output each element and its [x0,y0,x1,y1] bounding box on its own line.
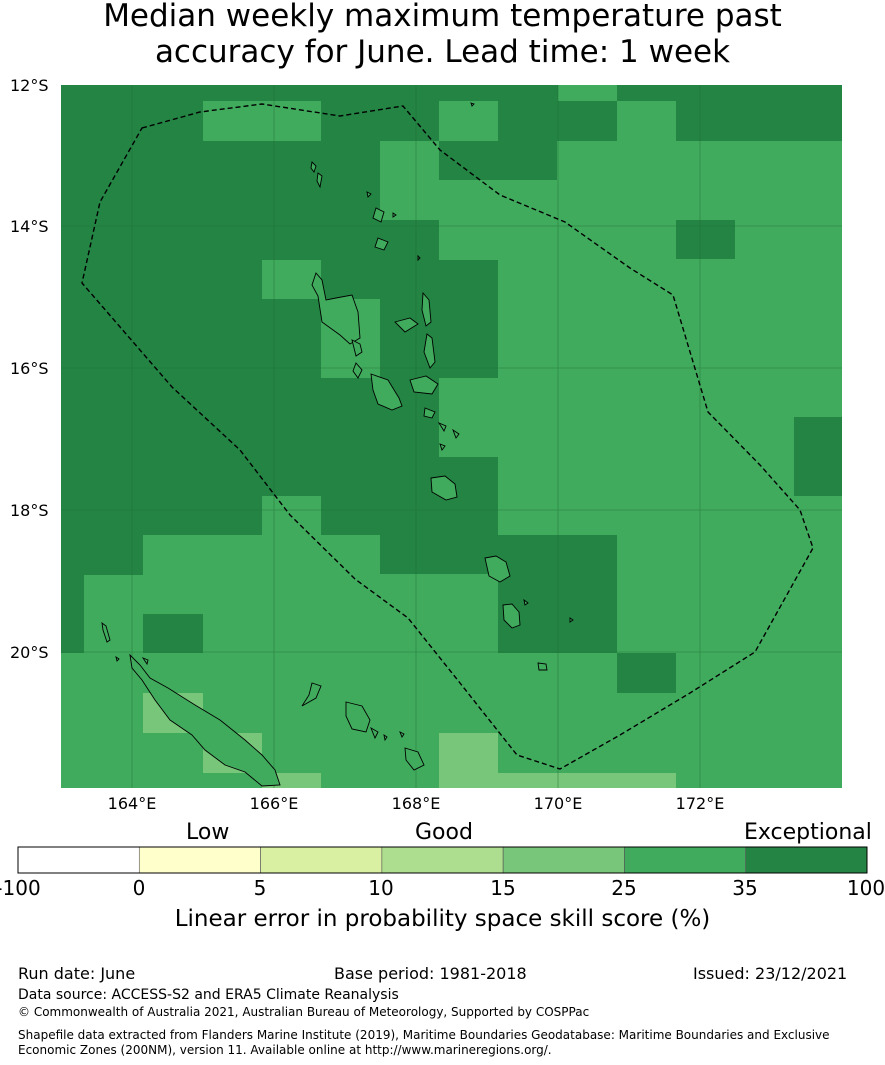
lat-label-12s: 12°S [10,76,49,95]
island-coastlines [101,102,574,787]
issued-date: Issued: 23/12/2021 [693,964,848,983]
lon-label-166e: 166°E [249,794,299,813]
colorbar-category-good: Good [415,820,473,845]
map-title-line-1: Median weekly maximum temperature past [103,0,782,34]
colorbar-tick-label: 5 [253,876,267,900]
eez-boundary [81,103,814,770]
colorbar-tick-label: 10 [368,876,394,900]
colorbar-title: Linear error in probability space skill … [174,906,711,932]
colorbar-tick-label: -100 [0,876,41,900]
lon-label-170e: 170°E [533,794,583,813]
colorbar-tick-label: 25 [611,876,637,900]
shapefile-credit-line-1: Shapefile data extracted from Flanders M… [18,1028,830,1042]
colorbar-tick-label: 15 [490,876,516,900]
colorbar-segment [17,846,140,874]
run-date: Run date: June [18,964,136,983]
shapefile-credit-line-2: Economic Zones (200NM), version 11. Avai… [18,1043,552,1057]
colorbar-segment [260,846,383,874]
lon-label-172e: 172°E [675,794,725,813]
lat-label-16s: 16°S [10,359,49,378]
lon-label-168e: 168°E [391,794,441,813]
lat-label-14s: 14°S [10,217,49,236]
colorbar-category-low: Low [186,820,230,845]
colorbar-segment [138,846,261,874]
colorbar-tick-label: 35 [732,876,758,900]
colorbar-category-exceptional: Exceptional [744,820,872,845]
lon-label-164e: 164°E [107,794,157,813]
lat-label-20s: 20°S [10,643,49,662]
colorbar-segment [502,846,625,874]
copyright: © Commonwealth of Australia 2021, Austra… [18,1005,590,1019]
colorbar-segment [745,846,868,874]
colorbar-tick-label: 0 [132,876,146,900]
colorbar-segment [381,846,504,874]
base-period: Base period: 1981-2018 [334,964,527,983]
colorbar-tick-label: 100 [846,876,885,900]
colorbar-segment [624,846,747,874]
colorbar-outline [17,846,868,874]
skill-grid [61,85,842,788]
data-source: Data source: ACCESS-S2 and ERA5 Climate … [18,987,399,1003]
colorbar [17,846,868,874]
lat-label-18s: 18°S [10,501,49,520]
graticule [61,85,842,788]
map-title-line-2: accuracy for June. Lead time: 1 week [154,34,731,70]
